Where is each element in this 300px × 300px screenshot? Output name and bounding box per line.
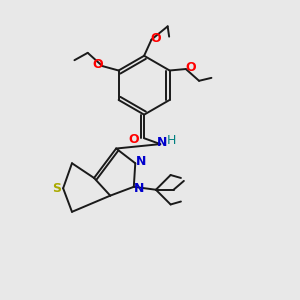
Text: H: H <box>167 134 176 147</box>
Text: N: N <box>135 155 146 168</box>
Text: O: O <box>93 58 103 71</box>
Text: N: N <box>157 136 167 149</box>
Text: O: O <box>128 133 139 146</box>
Text: O: O <box>151 32 161 45</box>
Text: S: S <box>52 182 61 195</box>
Text: N: N <box>134 182 144 195</box>
Text: O: O <box>185 61 196 74</box>
